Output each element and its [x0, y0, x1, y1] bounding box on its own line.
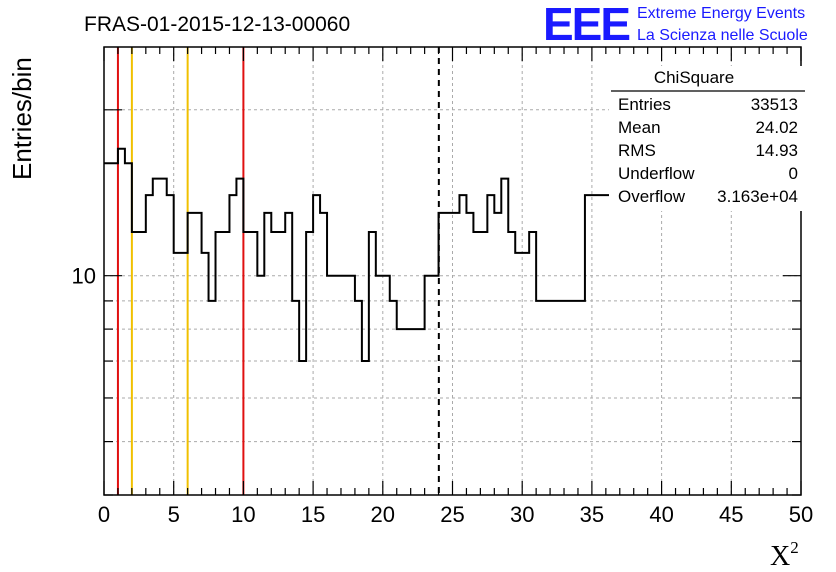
stats-row-label: Underflow: [618, 164, 695, 183]
y-tick-label: 10: [72, 264, 96, 289]
stats-row-value: 3.163e+04: [717, 187, 798, 206]
stats-row-label: Overflow: [618, 187, 686, 206]
x-tick-label: 15: [301, 502, 325, 527]
brand-line-2: La Scienza nelle Scuole: [637, 27, 808, 44]
stats-row-value: 33513: [751, 95, 798, 114]
stats-box-background: [609, 66, 809, 211]
x-tick-label: 30: [510, 502, 534, 527]
y-tick-labels: 10: [72, 264, 96, 289]
stats-box: ChiSquare Entries 33513 Mean 24.02 RMS 14.93 U…: [609, 66, 809, 211]
x-tick-labels: 0 5 10 15 20 25 30 35 40 45 50: [98, 502, 813, 527]
x-axis-label-superscript: 2: [790, 538, 799, 557]
brand-line-1: Extreme Energy Events: [637, 5, 805, 22]
stats-row-label: Entries: [618, 95, 671, 114]
stats-row-label: RMS: [618, 141, 656, 160]
stats-row-label: Mean: [618, 118, 661, 137]
eee-logo: EEE: [543, 0, 629, 50]
y-axis-label: Entries/bin: [7, 57, 37, 180]
x-tick-label: 35: [580, 502, 604, 527]
x-tick-label: 10: [231, 502, 255, 527]
stats-row-value: 24.02: [755, 118, 798, 137]
stats-row-value: 14.93: [755, 141, 798, 160]
chart-title: FRAS-01-2015-12-13-00060: [84, 13, 350, 36]
grid: [104, 47, 801, 495]
stats-title: ChiSquare: [654, 68, 734, 87]
x-tick-label: 45: [719, 502, 743, 527]
reference-lines: [116, 47, 440, 495]
x-axis-label: X2: [770, 538, 799, 572]
stats-row-value: 0: [789, 164, 798, 183]
x-tick-label: 5: [168, 502, 180, 527]
x-axis-label-symbol: X: [770, 541, 790, 572]
x-tick-label: 0: [98, 502, 110, 527]
stats-rows: Entries 33513 Mean 24.02 RMS 14.93 Underflow 0 O…: [618, 95, 798, 206]
x-tick-label: 50: [789, 502, 813, 527]
x-tick-label: 40: [649, 502, 673, 527]
x-tick-label: 20: [371, 502, 395, 527]
x-tick-label: 25: [440, 502, 464, 527]
